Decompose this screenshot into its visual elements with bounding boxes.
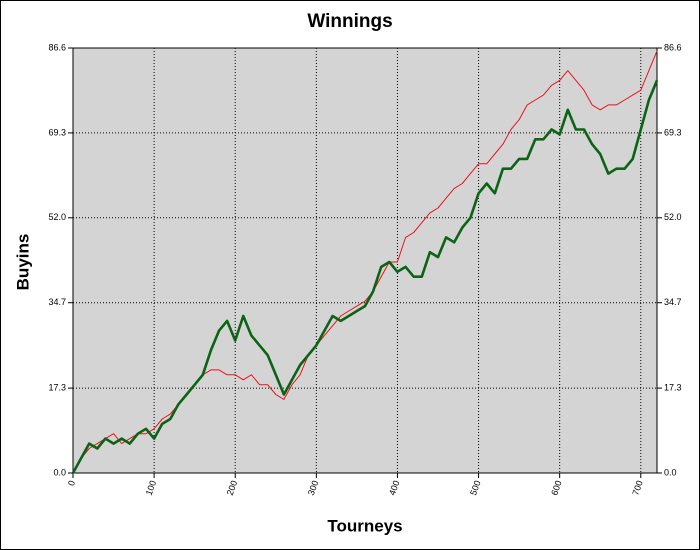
y2-tick-label: 17.3: [664, 382, 682, 392]
x-tick-label: 100: [144, 479, 159, 497]
x-tick-label: 0: [66, 479, 77, 487]
x-axis-label: Tourneys: [327, 516, 402, 535]
chart-title: Winnings: [307, 11, 392, 32]
y2-tick-label: 34.7: [664, 297, 682, 307]
x-tick-label: 200: [225, 479, 240, 497]
series-line: [72, 50, 658, 474]
y-tick-label: 69.3: [48, 127, 66, 137]
y-tick-label: 34.7: [48, 297, 66, 307]
x-tick-label: 400: [387, 479, 402, 497]
y-tick-label: 86.6: [48, 42, 66, 52]
x-tick-label: 300: [306, 479, 321, 497]
y2-tick-label: 0.0: [664, 467, 677, 477]
y2-tick-label: 86.6: [664, 42, 682, 52]
x-tick-label: 600: [549, 479, 564, 497]
y2-tick-label: 52.0: [664, 212, 682, 222]
x-tick-label: 500: [468, 479, 483, 497]
y-axis-label: Buyins: [13, 234, 32, 291]
y-tick-label: 52.0: [48, 212, 66, 222]
series-line: [71, 79, 659, 474]
y-tick-label: 0.0: [53, 467, 66, 477]
x-tick-label: 700: [630, 479, 645, 497]
y-tick-label: 17.3: [48, 382, 66, 392]
y2-tick-label: 69.3: [664, 127, 682, 137]
